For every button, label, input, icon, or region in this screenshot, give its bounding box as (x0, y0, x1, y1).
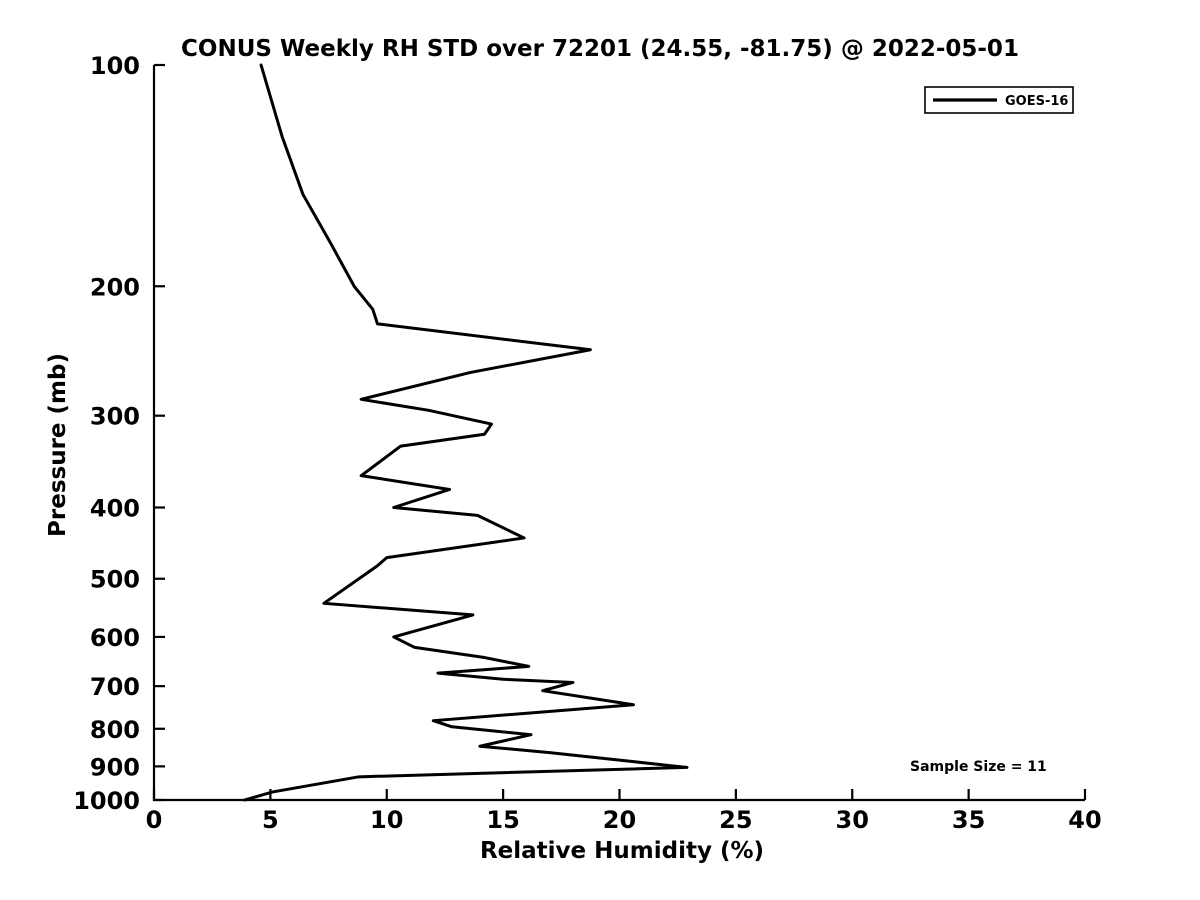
legend-label: GOES-16 (1005, 94, 1068, 109)
x-tick-label: 25 (719, 806, 752, 834)
x-tick-label: 35 (952, 806, 985, 834)
y-tick-label: 100 (90, 52, 140, 80)
y-tick-label: 500 (90, 566, 140, 594)
x-tick-label: 30 (836, 806, 869, 834)
x-tick-label: 5 (262, 806, 279, 834)
y-tick-label: 400 (90, 495, 140, 523)
legend[interactable]: GOES-16 (924, 86, 1074, 114)
y-tick-label: 700 (90, 673, 140, 701)
x-tick-label: 15 (486, 806, 519, 834)
y-tick-label: 800 (90, 716, 140, 744)
data-line-goes-16 (243, 63, 689, 802)
x-tick-label: 0 (146, 806, 163, 834)
axes (152, 63, 1087, 802)
legend-box[interactable] (924, 86, 1074, 114)
data-series-lines (243, 63, 689, 802)
y-tick-label: 900 (90, 753, 140, 781)
x-tick-label: 40 (1068, 806, 1101, 834)
x-tick-label: 10 (370, 806, 403, 834)
x-tick-label: 20 (603, 806, 636, 834)
y-tick-label: 200 (90, 273, 140, 301)
y-tick-label: 1000 (73, 787, 140, 815)
y-tick-label: 300 (90, 403, 140, 431)
y-tick-label: 600 (90, 624, 140, 652)
